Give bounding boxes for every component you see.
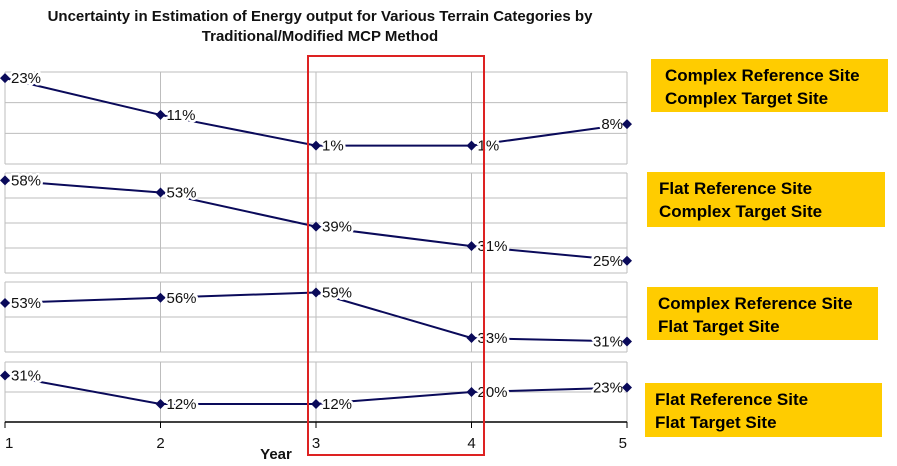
data-point-marker (622, 255, 632, 266)
data-point-marker (155, 187, 166, 198)
data-label: 1% (478, 138, 500, 155)
x-tick-label: 5 (619, 435, 627, 452)
legend-line: Flat Reference Site (659, 179, 813, 198)
data-point-marker (622, 119, 632, 130)
data-point-marker (0, 175, 10, 186)
data-label: 12% (322, 396, 352, 413)
data-label: 11% (167, 107, 196, 124)
data-label: 31% (478, 238, 508, 255)
data-label: 8% (601, 116, 623, 133)
data-point-marker (311, 221, 321, 232)
data-point-marker (466, 333, 477, 343)
legend-line: Complex Target Site (659, 202, 823, 221)
x-tick-label: 2 (156, 435, 164, 452)
data-label: 23% (11, 70, 41, 87)
data-label: 58% (11, 172, 41, 189)
data-point-marker (0, 370, 10, 381)
data-label: 31% (11, 368, 41, 385)
data-label: 20% (478, 384, 508, 401)
data-label: 23% (593, 380, 623, 397)
data-point-marker (466, 241, 477, 252)
data-label: 33% (478, 330, 508, 347)
data-label: 1% (322, 138, 344, 155)
x-tick-label: 1 (5, 435, 13, 452)
data-point-marker (155, 292, 166, 303)
legend-line: Flat Reference Site (655, 390, 809, 409)
data-point-marker (311, 287, 321, 298)
legend-line: Flat Target Site (655, 413, 777, 432)
legend-box-2: Flat Reference Site Complex Target Site (647, 172, 885, 227)
data-label: 59% (322, 285, 352, 302)
data-label: 12% (167, 396, 197, 413)
legend-line: Flat Target Site (658, 317, 780, 336)
legend-box-1: Complex Reference Site Complex Target Si… (651, 59, 888, 112)
data-label: 39% (322, 219, 352, 236)
data-point-marker (466, 387, 477, 397)
legend-box-3: Complex Reference Site Flat Target Site (647, 287, 878, 340)
data-point-marker (155, 109, 166, 120)
legend-box-4: Flat Reference Site Flat Target Site (645, 383, 882, 437)
data-point-marker (622, 336, 632, 347)
data-point-marker (311, 399, 321, 409)
data-label: 53% (167, 185, 197, 202)
data-label: 56% (167, 290, 197, 307)
legend-line: Complex Reference Site (665, 66, 860, 85)
data-point-marker (311, 140, 321, 151)
chart-title: Uncertainty in Estimation of Energy outp… (47, 8, 593, 45)
data-point-marker (155, 399, 166, 409)
data-point-marker (0, 73, 10, 84)
x-tick-label: 3 (312, 435, 320, 452)
legend-line: Complex Target Site (665, 89, 829, 108)
highlight-box (307, 55, 485, 456)
data-label: 53% (11, 295, 41, 312)
data-label: 31% (593, 334, 623, 351)
data-point-marker (0, 298, 10, 308)
data-point-marker (466, 140, 477, 151)
data-label: 25% (593, 253, 623, 270)
legend-line: Complex Reference Site (658, 294, 853, 313)
x-axis-label: Year (260, 446, 292, 463)
data-point-marker (622, 382, 632, 393)
x-tick-label: 4 (467, 435, 475, 452)
